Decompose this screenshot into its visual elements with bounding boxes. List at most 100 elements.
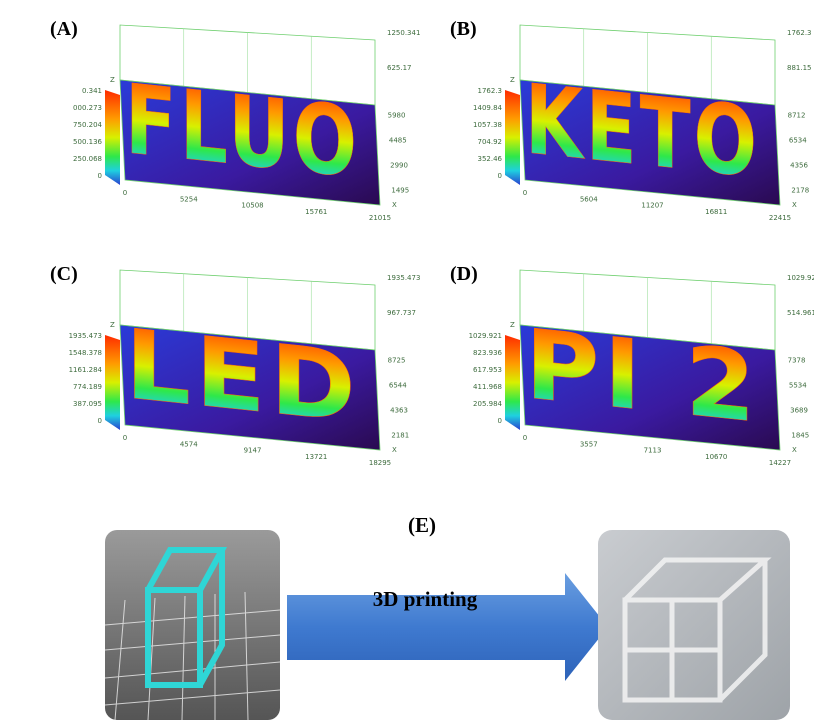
colorbar-label: 1548.378 bbox=[69, 349, 102, 357]
colorbar-label: 352.46 bbox=[478, 155, 503, 163]
x-tick-label: 10670 bbox=[705, 453, 727, 461]
panel-label: (D) bbox=[450, 263, 478, 285]
y-tick-label: 2178 bbox=[791, 187, 809, 195]
surface-plot: KETO 1762.3 1409.84 1057.38 704.92 352.46 0 Z 0 5… bbox=[450, 18, 812, 222]
x-tick-label: 7113 bbox=[644, 447, 662, 455]
arrow-text: 3D printing bbox=[373, 587, 478, 611]
floor bbox=[119, 79, 381, 206]
y-tick-label: 4356 bbox=[790, 162, 808, 170]
colorbar-label: 704.92 bbox=[478, 138, 503, 146]
y-tick-label: 2990 bbox=[390, 162, 408, 170]
x-tick-label: 0 bbox=[123, 434, 127, 442]
axis-label: Z bbox=[510, 321, 515, 329]
y-tick-label: 4485 bbox=[389, 137, 407, 145]
y-tick-label: 1845 bbox=[791, 432, 809, 440]
x-tick-label: 0 bbox=[523, 434, 527, 442]
colorbar-label: 000.273 bbox=[73, 104, 102, 112]
x-tick-label: 5604 bbox=[580, 195, 598, 203]
floor bbox=[519, 79, 781, 206]
photo bbox=[598, 530, 790, 720]
y-tick-label: 6544 bbox=[389, 382, 407, 390]
colorbar bbox=[105, 335, 120, 430]
colorbar-label: 1161.284 bbox=[69, 366, 103, 374]
colorbar-label: 750.204 bbox=[73, 121, 102, 129]
y-tick-label: 5534 bbox=[789, 382, 807, 390]
axis-label: X bbox=[392, 201, 397, 209]
x-tick-label: 3557 bbox=[580, 440, 598, 448]
colorbar-label: 823.936 bbox=[473, 349, 502, 357]
floor bbox=[519, 324, 781, 451]
axis-label: Z bbox=[110, 76, 115, 84]
surface-letters: KETO bbox=[525, 63, 760, 199]
z-tick-label: 625.17 bbox=[387, 64, 412, 72]
panel-label: (E) bbox=[408, 513, 436, 537]
arrow bbox=[287, 573, 608, 681]
colorbar-label: 0 bbox=[98, 417, 102, 425]
z-tick-label: 1029.92 bbox=[787, 274, 814, 282]
colorbar-label: 387.095 bbox=[73, 400, 102, 408]
surface-letters: FLUO bbox=[125, 63, 360, 199]
colorbar-label: 1762.3 bbox=[478, 87, 503, 95]
x-tick-label: 10508 bbox=[241, 202, 263, 210]
surface-plot: FLUO 0.341 000.273 750.204 500.136 250.068 0 Z 0… bbox=[50, 18, 420, 222]
colorbar bbox=[505, 335, 520, 430]
slicer-image bbox=[104, 530, 281, 721]
panel-label: (A) bbox=[50, 18, 78, 40]
x-tick-label: 9147 bbox=[244, 447, 262, 455]
y-tick-label: 7378 bbox=[788, 357, 806, 365]
surface-plot: LED 1935.473 1548.378 1161.284 774.189 387.09… bbox=[50, 263, 420, 467]
z-tick-label: 1762.3 bbox=[787, 29, 812, 37]
colorbar-label: 411.968 bbox=[473, 383, 502, 391]
axis-label: Z bbox=[510, 76, 515, 84]
z-tick-label: 967.737 bbox=[387, 309, 416, 317]
panel-label: (C) bbox=[50, 263, 78, 285]
y-tick-label: 3689 bbox=[790, 407, 808, 415]
x-tick-label: 15761 bbox=[305, 208, 327, 216]
colorbar-label: 0.341 bbox=[82, 87, 102, 95]
colorbar-label: 1029.921 bbox=[469, 332, 502, 340]
x-tick-label: 5254 bbox=[180, 195, 198, 203]
y-tick-label: 2181 bbox=[391, 432, 409, 440]
x-tick-label: 14227 bbox=[769, 459, 791, 467]
colorbar-label: 1409.84 bbox=[473, 104, 502, 112]
x-tick-label: 0 bbox=[523, 189, 527, 197]
surface-letters: PI 2 bbox=[525, 308, 760, 444]
colorbar-label: 250.068 bbox=[73, 155, 102, 163]
axis-label: X bbox=[792, 446, 797, 454]
z-tick-label: 881.15 bbox=[787, 64, 812, 72]
x-tick-label: 21015 bbox=[369, 214, 391, 222]
y-tick-label: 4363 bbox=[390, 407, 408, 415]
x-tick-label: 11207 bbox=[641, 202, 663, 210]
colorbar bbox=[105, 90, 120, 185]
x-tick-label: 16811 bbox=[705, 208, 727, 216]
colorbar-label: 1057.38 bbox=[473, 121, 502, 129]
y-tick-label: 8712 bbox=[788, 112, 806, 120]
panel-label: (B) bbox=[450, 18, 477, 40]
floor bbox=[119, 324, 381, 451]
axis-label: Z bbox=[110, 321, 115, 329]
surface-letters: LED bbox=[125, 308, 360, 444]
x-tick-label: 18295 bbox=[369, 459, 391, 467]
y-tick-label: 1495 bbox=[391, 187, 409, 195]
z-tick-label: 1250.341 bbox=[387, 29, 420, 37]
colorbar-label: 1935.473 bbox=[69, 332, 102, 340]
z-tick-label: 514.961 bbox=[787, 309, 814, 317]
x-tick-label: 0 bbox=[123, 189, 127, 197]
y-tick-label: 8725 bbox=[388, 357, 406, 365]
x-tick-label: 4574 bbox=[180, 440, 198, 448]
x-tick-label: 22415 bbox=[769, 214, 791, 222]
colorbar-label: 205.984 bbox=[473, 400, 502, 408]
z-tick-label: 1935.473 bbox=[387, 274, 420, 282]
x-tick-label: 13721 bbox=[305, 453, 327, 461]
colorbar-label: 0 bbox=[498, 417, 502, 425]
axis-label: X bbox=[792, 201, 797, 209]
y-tick-label: 5980 bbox=[388, 112, 406, 120]
y-tick-label: 6534 bbox=[789, 137, 807, 145]
colorbar-label: 500.136 bbox=[73, 138, 102, 146]
colorbar bbox=[505, 90, 520, 185]
colorbar-label: 0 bbox=[98, 172, 102, 180]
colorbar-label: 0 bbox=[498, 172, 502, 180]
colorbar-label: 774.189 bbox=[73, 383, 102, 391]
colorbar-label: 617.953 bbox=[473, 366, 502, 374]
